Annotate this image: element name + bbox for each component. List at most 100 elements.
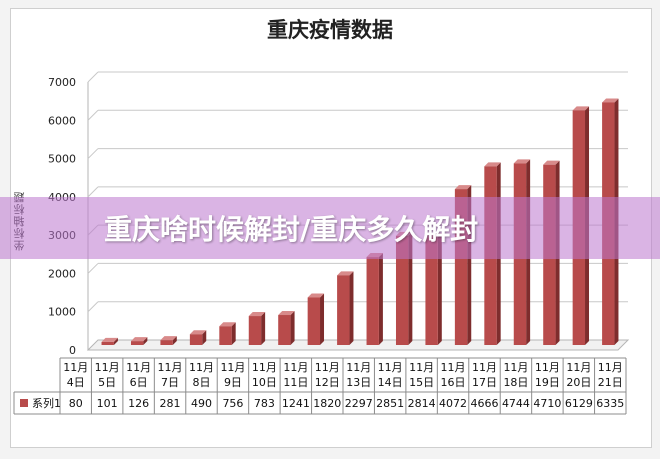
data-value: 2297 [345, 397, 373, 410]
bar [425, 237, 438, 345]
data-value: 1820 [313, 397, 341, 410]
bar-top [219, 322, 236, 327]
bar-top [130, 337, 148, 342]
data-value: 1241 [282, 397, 310, 410]
data-value: 4744 [502, 397, 530, 410]
x-tick-label: 12日 [315, 376, 340, 389]
gridline-depth [87, 263, 99, 274]
x-tick-label: 6日 [130, 376, 148, 389]
y-tick-label: 7000 [48, 76, 76, 89]
overlay-banner [0, 197, 660, 259]
x-tick-label: 11月 [472, 361, 497, 374]
bar-group [248, 312, 266, 345]
overlay-banner-text: 重庆啥时候解封/重庆多久解封 [104, 213, 479, 246]
x-tick-label: 11月 [346, 361, 371, 374]
bar [366, 257, 379, 345]
bar-top [307, 293, 325, 298]
bar-group [101, 337, 118, 345]
bar-group [219, 322, 236, 345]
x-tick-label: 5日 [98, 376, 116, 389]
x-tick-label: 16日 [441, 376, 466, 389]
data-value: 126 [128, 397, 149, 410]
legend-label: 系列1 [32, 396, 61, 410]
legend-swatch [20, 399, 28, 407]
bar-top [189, 330, 207, 335]
x-tick-label: 7日 [161, 376, 179, 389]
bar-top [101, 337, 118, 342]
x-tick-label: 11月 [126, 361, 151, 374]
bar-top [278, 311, 295, 316]
bar [219, 326, 232, 345]
data-value: 6335 [596, 397, 624, 410]
bar-top [248, 312, 266, 317]
y-tick-label: 1000 [48, 306, 76, 319]
bar [101, 341, 114, 345]
y-tick-label: 6000 [48, 114, 76, 127]
x-tick-label: 21日 [598, 376, 623, 389]
x-tick-label: 11月 [63, 361, 88, 374]
x-tick-label: 11月 [378, 361, 403, 374]
x-tick-label: 11月 [503, 361, 528, 374]
bar [395, 235, 409, 345]
bar-group [278, 311, 295, 345]
bar-group [307, 293, 325, 345]
data-value: 4072 [439, 397, 467, 410]
x-tick-label: 11月 [189, 361, 214, 374]
gridline-depth [87, 301, 99, 313]
x-tick-label: 4日 [67, 376, 85, 389]
gridline-depth [87, 148, 99, 159]
data-value: 2814 [408, 397, 436, 410]
bar [189, 334, 203, 345]
bar-top [543, 160, 560, 165]
bar-top [513, 159, 531, 164]
bar [337, 275, 350, 345]
bar-top [572, 106, 590, 111]
bar-side [261, 312, 266, 345]
bar-side [437, 233, 442, 345]
bar-side [172, 336, 177, 345]
x-tick-label: 9日 [224, 376, 242, 389]
x-tick-label: 11月 [535, 361, 560, 374]
bar [130, 341, 144, 345]
data-value: 783 [254, 397, 275, 410]
gridline-depth [87, 186, 99, 198]
bar-side [349, 271, 354, 345]
bar-group [337, 271, 354, 345]
bar-top [337, 271, 354, 276]
x-tick-label: 11月 [158, 361, 183, 374]
y-tick-label: 5000 [48, 153, 76, 166]
data-value: 6129 [565, 397, 593, 410]
x-tick-label: 11月 [95, 361, 120, 374]
bar-side [290, 311, 295, 345]
gridline-depth [87, 71, 99, 83]
bar [160, 340, 173, 345]
data-value: 101 [97, 397, 118, 410]
bar-group [160, 336, 177, 345]
data-value: 2851 [376, 397, 404, 410]
x-tick-label: 11日 [283, 376, 308, 389]
bar-side [378, 253, 383, 345]
x-tick-label: 11月 [252, 361, 277, 374]
x-tick-label: 18日 [503, 376, 528, 389]
x-tick-label: 11月 [441, 361, 466, 374]
x-tick-label: 11月 [283, 361, 308, 374]
bar-top [602, 98, 619, 103]
bar-group [189, 330, 207, 345]
x-tick-label: 11月 [598, 361, 623, 374]
bar [278, 315, 291, 345]
x-tick-label: 20日 [566, 376, 591, 389]
x-tick-label: 14日 [378, 376, 403, 389]
x-tick-label: 11月 [409, 361, 434, 374]
x-tick-label: 11月 [220, 361, 245, 374]
bar-side [231, 322, 236, 345]
x-tick-label: 10日 [252, 376, 277, 389]
data-value: 490 [191, 397, 212, 410]
gridline-depth [87, 109, 99, 121]
x-tick-label: 19日 [535, 376, 560, 389]
bar-group [130, 337, 148, 345]
bar [248, 316, 262, 345]
x-tick-label: 15日 [409, 376, 434, 389]
bar [307, 297, 321, 345]
bar-group [395, 231, 413, 345]
bar-side [408, 231, 413, 345]
